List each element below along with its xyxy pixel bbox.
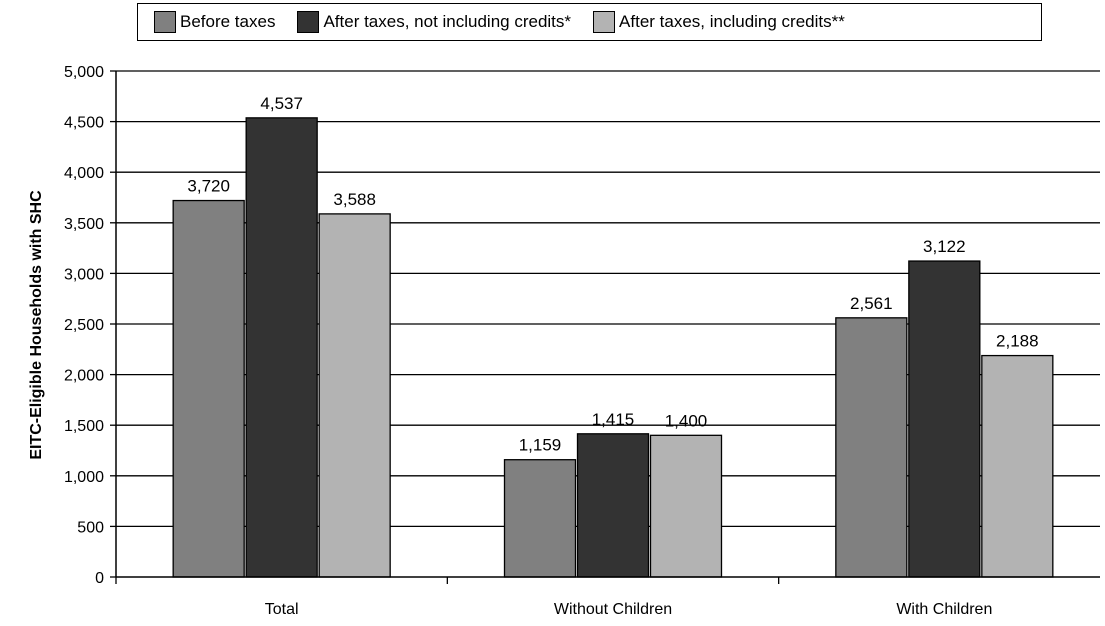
bar — [981, 354, 1054, 578]
bar — [172, 199, 245, 578]
bar — [245, 117, 318, 578]
y-tick-label: 3,000 — [64, 266, 104, 283]
y-tick-label: 4,500 — [64, 115, 104, 132]
bar-value-label: 3,720 — [187, 177, 230, 196]
bar-value-label: 3,122 — [923, 237, 966, 256]
x-category-label: Total — [265, 601, 299, 618]
legend-item-before-taxes: Before taxes — [154, 11, 275, 33]
legend-swatch-after-taxes-with-credits — [593, 11, 616, 33]
legend-swatch-after-taxes-no-credits — [297, 11, 320, 33]
bar — [908, 260, 981, 578]
bar-value-label: 1,415 — [592, 410, 635, 429]
bar — [835, 317, 908, 578]
x-category-label: Without Children — [554, 601, 672, 618]
y-tick-label: 3,500 — [64, 216, 104, 233]
y-axis-title: EITC-Eligible Households with SHC — [28, 190, 45, 460]
bar-value-label: 4,537 — [260, 94, 303, 113]
bar — [576, 433, 650, 578]
bars — [172, 117, 1054, 578]
bar — [503, 459, 577, 578]
data-labels: 3,720 4,537 3,588 1,159 1,415 1,400 2,561 3,122… — [187, 94, 1038, 455]
axes: 0 500 1,000 1,500 2,000 2,500 3,000 3,500 4,000 4… — [64, 64, 1100, 618]
bar-value-label: 1,159 — [519, 436, 562, 455]
x-category-label: With Children — [896, 601, 992, 618]
legend-item-after-taxes-no-credits: After taxes, not including credits* — [297, 11, 571, 33]
bar-value-label: 3,588 — [333, 190, 376, 209]
y-tick-label: 1,000 — [64, 469, 104, 486]
bar — [649, 434, 723, 578]
y-tick-label: 500 — [77, 519, 104, 536]
y-tick-label: 1,500 — [64, 418, 104, 435]
legend-swatch-before-taxes — [154, 11, 176, 33]
y-tick-label: 0 — [95, 570, 104, 587]
legend-label-after-taxes-with-credits: After taxes, including credits** — [619, 12, 845, 31]
y-tick-label: 5,000 — [64, 64, 104, 81]
y-tick-label: 2,000 — [64, 368, 104, 385]
chart-legend: Before taxes After taxes, not including … — [137, 3, 1042, 41]
legend-item-after-taxes-with-credits: After taxes, including credits** — [593, 11, 845, 33]
y-tick-label: 4,000 — [64, 165, 104, 182]
bar — [318, 213, 391, 578]
legend-label-before-taxes: Before taxes — [180, 12, 276, 31]
y-tick-label: 2,500 — [64, 317, 104, 334]
bar-value-label: 2,561 — [850, 294, 893, 313]
bar-value-label: 2,188 — [996, 332, 1039, 351]
legend-label-after-taxes-no-credits: After taxes, not including credits* — [323, 12, 572, 31]
bar-value-label: 1,400 — [665, 411, 708, 430]
